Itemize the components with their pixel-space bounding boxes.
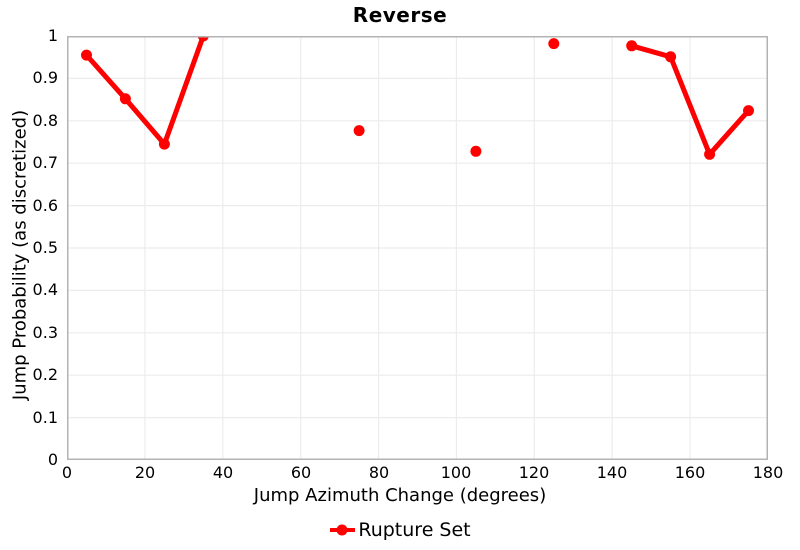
y-tick-label: 0.9 — [32, 68, 58, 87]
data-point — [548, 38, 560, 50]
y-tick-label: 0.5 — [32, 238, 58, 257]
x-tick-label: 60 — [290, 463, 312, 482]
legend: Rupture Set — [0, 519, 800, 541]
data-point — [626, 40, 638, 52]
x-tick-label: 120 — [518, 463, 550, 482]
y-tick-label: 1 — [47, 26, 58, 45]
data-point — [665, 51, 677, 63]
legend-label: Rupture Set — [358, 519, 471, 541]
plot-svg — [67, 36, 768, 460]
x-axis-label: Jump Azimuth Change (degrees) — [253, 485, 547, 506]
x-tick-label: 100 — [440, 463, 472, 482]
x-tick-label: 80 — [368, 463, 390, 482]
x-tick-label: 0 — [61, 463, 73, 482]
data-point — [704, 148, 716, 160]
series-line — [84, 36, 206, 147]
x-tick-label: 160 — [674, 463, 706, 482]
series-rupture-set — [81, 36, 754, 160]
y-tick-label: 0.8 — [32, 111, 58, 130]
chart-title: Reverse — [352, 3, 448, 27]
legend-series-marker-icon — [330, 524, 356, 536]
y-tick-label: 0 — [47, 450, 58, 469]
data-point — [743, 105, 754, 117]
y-tick-label: 0.6 — [32, 196, 58, 215]
x-tick-label: 180 — [752, 463, 784, 482]
x-tick-label: 20 — [134, 463, 156, 482]
data-point — [353, 125, 365, 137]
data-point — [470, 145, 482, 157]
x-tick-label: 140 — [596, 463, 628, 482]
data-point — [119, 93, 131, 105]
y-tick-label: 0.1 — [32, 408, 58, 427]
y-tick-label: 0.7 — [32, 153, 58, 172]
y-tick-label: 0.4 — [32, 280, 58, 299]
data-point — [158, 138, 170, 150]
y-tick-label: 0.2 — [32, 365, 58, 384]
plot-area — [67, 36, 768, 460]
data-point — [81, 49, 92, 61]
series-line — [629, 43, 751, 157]
plot-border — [67, 36, 768, 460]
y-tick-label: 0.3 — [32, 323, 58, 342]
x-tick-label: 40 — [212, 463, 234, 482]
